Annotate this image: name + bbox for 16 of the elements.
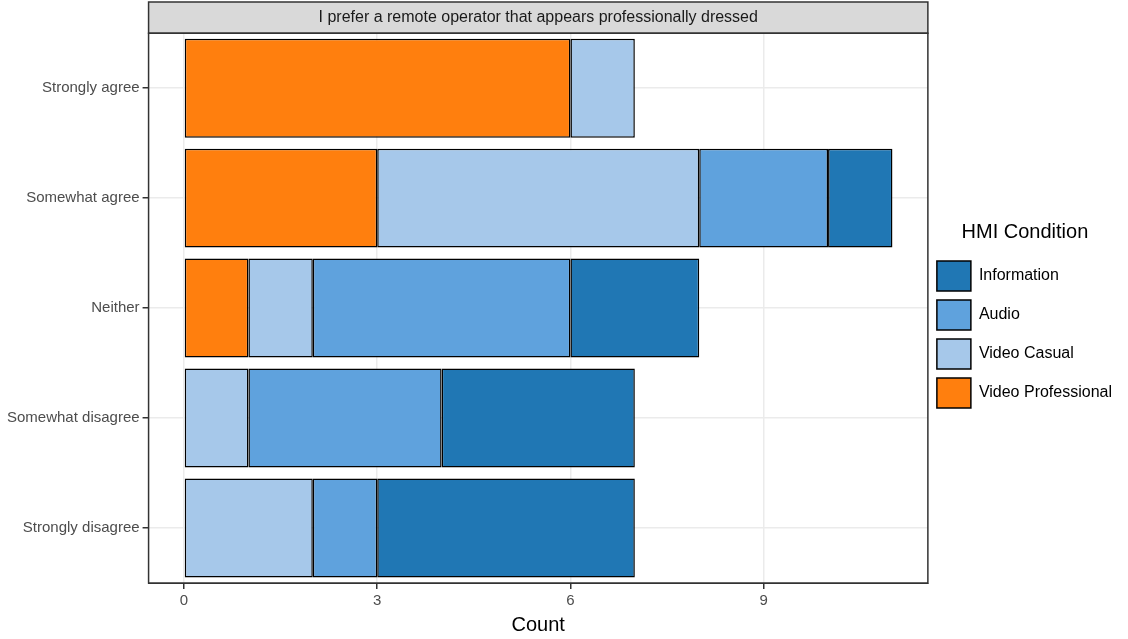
x-tick-label: 3	[373, 591, 382, 609]
y-tick-label: Strongly disagree	[22, 518, 140, 536]
legend-title: HMI Condition	[961, 219, 1089, 242]
legend-label: Information	[978, 266, 1059, 284]
x-axis-title: Count	[511, 612, 566, 635]
chart-title: I prefer a remote operator that appears professionally dressed	[318, 8, 758, 26]
x-tick-label: 9	[759, 591, 768, 609]
x-tick-label: 6	[566, 591, 575, 609]
y-tick-label: Neither	[91, 298, 140, 316]
legend-label: Audio	[978, 305, 1020, 323]
x-tick-label: 0	[179, 591, 189, 609]
y-tick-label: Somewhat agree	[26, 188, 140, 206]
legend-label: Video Professional	[978, 383, 1112, 401]
legend-label: Video Casual	[978, 344, 1074, 362]
y-tick-label: Strongly agree	[42, 78, 140, 96]
y-tick-label: Somewhat disagree	[7, 408, 140, 426]
